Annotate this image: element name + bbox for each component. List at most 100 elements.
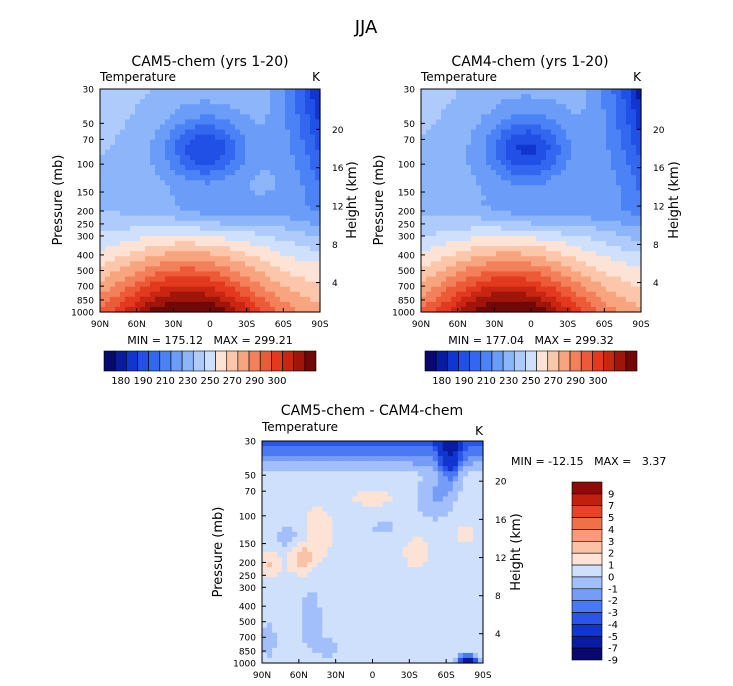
field-cell	[536, 129, 542, 136]
field-cell	[526, 205, 532, 212]
field-cell	[501, 119, 507, 126]
field-cell	[397, 516, 404, 523]
field-cell	[431, 296, 437, 303]
field-cell	[130, 104, 136, 110]
field-cell	[240, 306, 246, 313]
field-cell	[322, 501, 328, 508]
field-cell	[501, 185, 507, 191]
field-cell	[477, 441, 484, 447]
field-cell	[240, 165, 246, 171]
field-cell	[461, 94, 467, 100]
field-cell	[596, 301, 602, 308]
field-cell	[496, 200, 502, 207]
field-cell	[581, 261, 587, 267]
field-cell	[611, 266, 617, 273]
field-cell	[426, 271, 432, 278]
field-cell	[265, 134, 271, 141]
field-cell	[307, 451, 313, 457]
field-cell	[556, 266, 562, 273]
field-cell	[491, 271, 497, 278]
field-cell	[327, 456, 333, 462]
field-cell	[521, 276, 527, 283]
field-cell	[210, 185, 216, 191]
field-cell	[160, 215, 166, 222]
field-cell	[506, 266, 512, 273]
field-cell	[551, 306, 557, 313]
field-cell	[290, 246, 296, 252]
field-cell	[270, 230, 276, 237]
field-cell	[250, 134, 256, 141]
field-cell	[536, 99, 542, 105]
field-cell	[436, 139, 442, 146]
field-cell	[456, 190, 462, 197]
field-cell	[421, 139, 427, 146]
field-cell	[451, 119, 457, 126]
field-cell	[491, 124, 497, 131]
field-cell	[155, 225, 161, 232]
field-cell	[115, 281, 121, 288]
field-cell	[516, 286, 522, 293]
field-cell	[210, 296, 216, 303]
field-cell	[310, 94, 316, 100]
field-cell	[596, 119, 602, 126]
field-cell	[616, 256, 622, 262]
field-cell	[491, 195, 497, 202]
field-cell	[432, 481, 439, 488]
field-cell	[230, 114, 236, 121]
field-cell	[175, 195, 181, 202]
field-cell	[466, 246, 472, 252]
field-cell	[277, 466, 283, 472]
field-cell	[526, 109, 532, 115]
field-cell	[250, 276, 256, 283]
field-cell	[155, 276, 161, 283]
field-cell	[591, 89, 597, 95]
field-cell	[556, 144, 562, 151]
field-cell	[606, 94, 612, 100]
field-cell	[471, 149, 477, 156]
field-cell	[422, 466, 429, 472]
field-cell	[195, 220, 201, 227]
field-cell	[442, 491, 449, 498]
field-cell	[431, 99, 437, 105]
field-cell	[561, 154, 567, 161]
field-cell	[165, 241, 171, 247]
field-cell	[362, 446, 369, 452]
field-cell	[295, 210, 301, 217]
field-cell	[295, 241, 301, 247]
field-cell	[616, 220, 622, 227]
field-cell	[412, 466, 419, 472]
field-cell	[447, 506, 454, 513]
field-cell	[596, 220, 602, 227]
field-cell	[591, 165, 597, 171]
field-cell	[195, 104, 201, 110]
field-cell	[471, 159, 477, 166]
field-cell	[541, 109, 547, 115]
field-cell	[516, 190, 522, 197]
field-cell	[240, 256, 246, 262]
field-cell	[616, 266, 622, 273]
field-cell	[372, 486, 379, 493]
field-cell	[586, 205, 592, 212]
field-cell	[165, 109, 171, 115]
field-cell	[427, 446, 434, 452]
field-cell	[446, 180, 452, 186]
field-cell	[387, 461, 394, 467]
field-cell	[586, 306, 592, 313]
field-cell	[220, 94, 226, 100]
field-cell	[422, 516, 429, 523]
field-cell	[135, 94, 141, 100]
field-cell	[282, 536, 288, 543]
field-cell	[315, 114, 321, 121]
field-cell	[267, 451, 273, 457]
field-cell	[185, 225, 191, 232]
field-cell	[210, 195, 216, 202]
field-cell	[392, 441, 399, 447]
field-cell	[170, 241, 176, 247]
field-cell	[626, 129, 632, 136]
field-cell	[546, 119, 552, 126]
field-cell	[466, 225, 472, 232]
field-cell	[180, 256, 186, 262]
field-cell	[225, 170, 231, 176]
field-cell	[300, 134, 306, 141]
field-cell	[295, 144, 301, 151]
